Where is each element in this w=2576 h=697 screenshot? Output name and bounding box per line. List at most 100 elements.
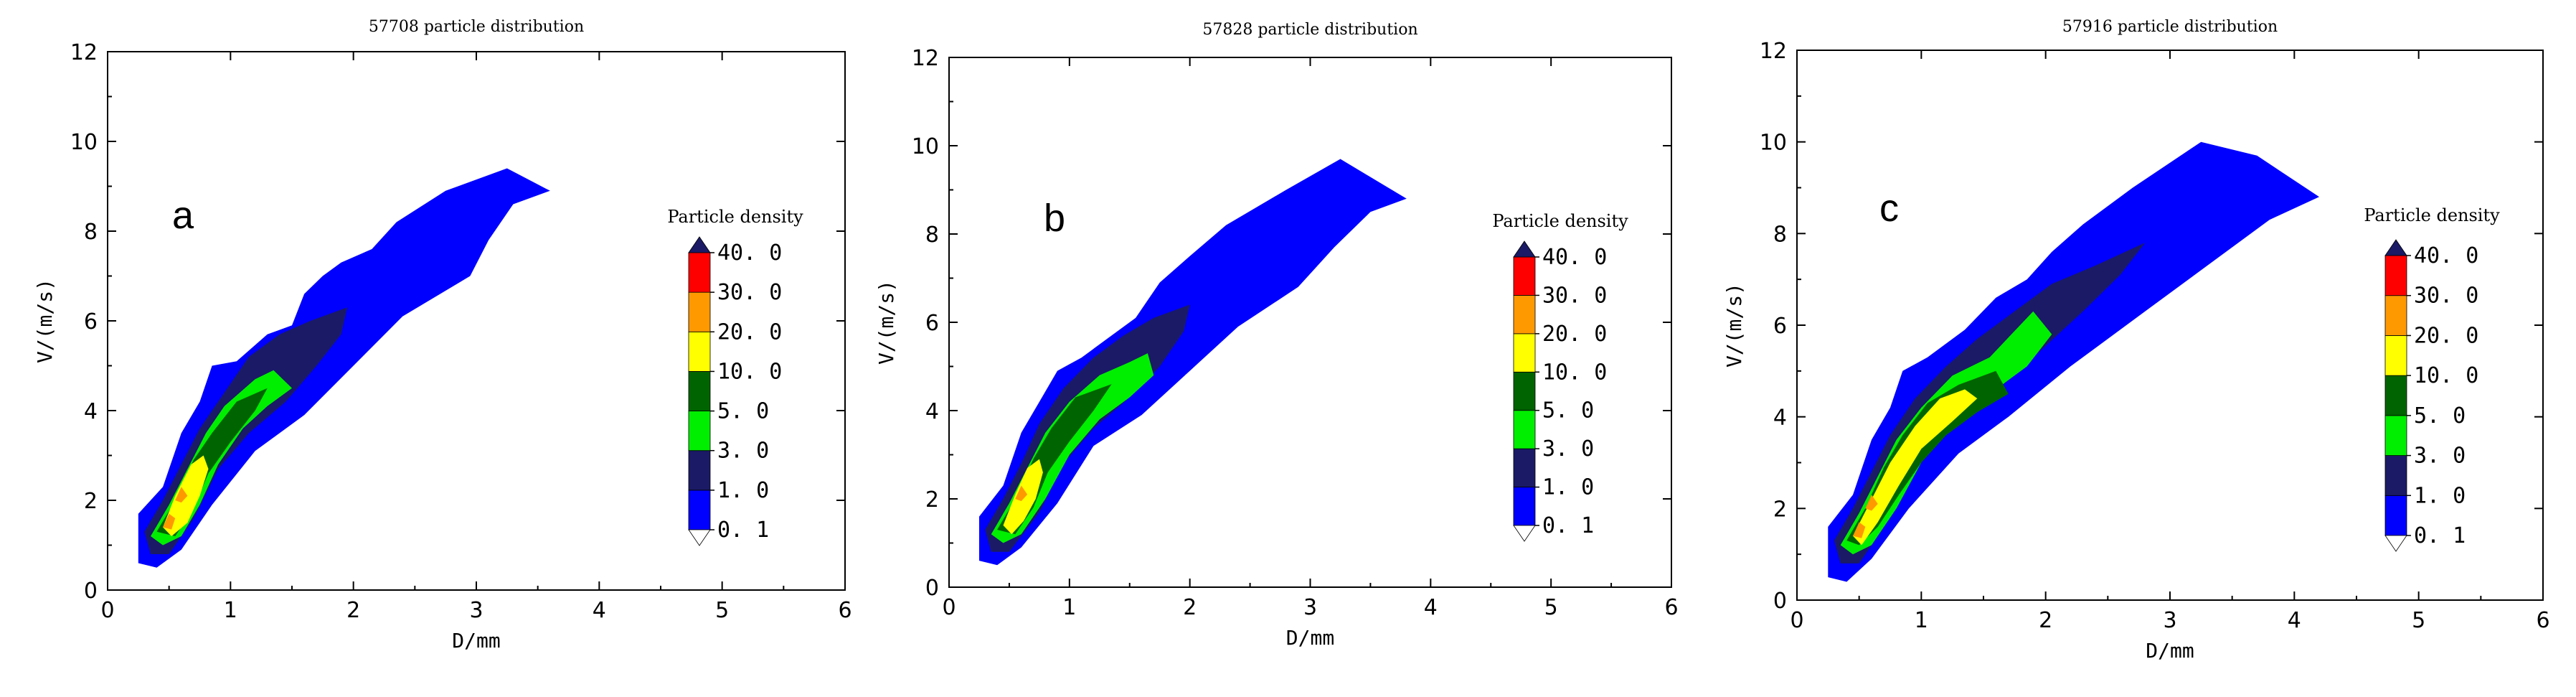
y-tick-label: 10 — [70, 130, 98, 155]
legend-level-label: 3. 0 — [717, 439, 769, 464]
y-tick-label: 2 — [1773, 497, 1787, 522]
x-tick-label: 4 — [1424, 595, 1438, 620]
x-tick-label: 0 — [1790, 608, 1803, 633]
legend-level-label: 30. 0 — [1542, 283, 1607, 308]
legend-underflow-triangle — [688, 529, 711, 546]
legend-title: Particle density — [667, 207, 803, 227]
legend-level-label: 40. 0 — [717, 240, 782, 266]
legend-swatch — [2384, 415, 2407, 456]
legend-level-label: 20. 0 — [1542, 322, 1607, 347]
y-tick-label: 10 — [912, 134, 939, 159]
y-tick-label: 12 — [912, 46, 939, 71]
legend-level-label: 40. 0 — [2414, 243, 2478, 268]
x-tick-label: 1 — [1915, 608, 1928, 633]
x-tick-label: 6 — [2536, 608, 2549, 633]
y-tick-label: 6 — [925, 311, 939, 336]
x-tick-label: 3 — [1303, 595, 1317, 620]
legend-swatch — [1513, 448, 1536, 487]
legend: Particle density 0. 1 1. 0 3. 0 5. 0 10. 0 20.… — [667, 207, 803, 546]
legend-swatch — [688, 450, 711, 491]
x-tick-label: 4 — [2288, 608, 2301, 633]
density-region-5 — [1015, 485, 1028, 502]
legend-swatch — [2384, 335, 2407, 376]
legend-swatch — [2384, 295, 2407, 336]
legend-swatch — [2384, 455, 2407, 496]
y-tick-label: 0 — [925, 576, 939, 601]
legend-swatch — [1513, 333, 1536, 373]
density-region-1 — [1834, 243, 2146, 563]
legend-level-label: 5. 0 — [1542, 398, 1594, 424]
legend-level-label: 3. 0 — [1542, 436, 1594, 462]
legend-swatch — [688, 490, 711, 530]
y-tick-label: 4 — [925, 399, 939, 424]
legend-underflow-triangle — [1513, 525, 1536, 542]
density-region-6 — [175, 487, 188, 503]
legend-level-label: 1. 0 — [2414, 483, 2466, 508]
legend-level-label: 5. 0 — [2414, 403, 2466, 429]
legend-overflow-triangle — [2384, 239, 2407, 256]
legend-level-label: 10. 0 — [1542, 360, 1607, 385]
x-tick-label: 2 — [346, 598, 360, 623]
legend-title: Particle density — [1492, 211, 1628, 231]
x-tick-label: 3 — [2163, 608, 2176, 633]
legend-level-label: 10. 0 — [717, 359, 782, 384]
panel-label: a — [172, 194, 194, 237]
y-axis-label: V/(m/s) — [33, 279, 57, 363]
y-tick-label: 6 — [84, 309, 98, 335]
y-axis-label: V/(m/s) — [1722, 283, 1746, 368]
legend-level-label: 20. 0 — [717, 319, 782, 345]
chart-title: 57828 particle distribution — [1202, 21, 1417, 39]
legend-level-label: 30. 0 — [2414, 284, 2478, 309]
x-tick-label: 4 — [593, 598, 606, 623]
y-axis-label: V/(m/s) — [874, 280, 898, 365]
x-tick-label: 1 — [224, 598, 237, 623]
x-tick-label: 2 — [2039, 608, 2052, 633]
legend-level-label: 0. 1 — [2414, 523, 2466, 548]
legend-level-label: 0. 1 — [1542, 513, 1594, 538]
density-region-0 — [138, 168, 550, 568]
legend-level-label: 20. 0 — [2414, 323, 2478, 348]
legend-underflow-triangle — [2384, 535, 2407, 552]
density-region-4 — [1853, 389, 1978, 546]
x-tick-label: 0 — [100, 598, 114, 623]
legend-level-label: 3. 0 — [2414, 444, 2466, 469]
legend-swatch — [688, 331, 711, 372]
y-tick-label: 0 — [1773, 589, 1787, 614]
x-axis-label: D/mm — [1286, 626, 1334, 650]
legend-swatch — [1513, 410, 1536, 449]
density-region-5 — [1853, 522, 1866, 538]
legend-swatch — [1513, 371, 1536, 411]
legend-swatch — [688, 291, 711, 332]
y-tick-label: 10 — [1760, 131, 1787, 156]
legend-overflow-triangle — [1513, 240, 1536, 258]
legend-level-label: 40. 0 — [1542, 245, 1607, 270]
y-tick-label: 8 — [1773, 222, 1787, 247]
y-tick-label: 0 — [84, 579, 98, 604]
density-region-0 — [1828, 141, 2319, 582]
y-tick-label: 12 — [1760, 39, 1787, 64]
legend-swatch — [1513, 295, 1536, 335]
y-tick-label: 4 — [84, 399, 98, 424]
chart-title: 57708 particle distribution — [369, 18, 584, 36]
x-tick-label: 5 — [1544, 595, 1558, 620]
legend-swatch — [1513, 487, 1536, 526]
legend: Particle density 0. 1 1. 0 3. 0 5. 0 10. 0 20.… — [2364, 205, 2500, 552]
legend-overflow-triangle — [688, 236, 711, 253]
legend-swatch — [1513, 256, 1536, 296]
y-tick-label: 8 — [84, 220, 98, 245]
legend-level-label: 1. 0 — [1542, 475, 1594, 500]
density-region-0 — [979, 159, 1407, 566]
y-tick-label: 6 — [1773, 314, 1787, 339]
legend-swatch — [2384, 255, 2407, 296]
y-tick-label: 2 — [84, 489, 98, 514]
density-region-6 — [1865, 495, 1878, 511]
x-tick-label: 3 — [469, 598, 483, 623]
x-axis-label: D/mm — [452, 629, 500, 652]
x-tick-label: 5 — [2412, 608, 2425, 633]
x-tick-label: 5 — [715, 598, 729, 623]
legend-swatch — [2384, 375, 2407, 416]
x-tick-label: 1 — [1062, 595, 1076, 620]
